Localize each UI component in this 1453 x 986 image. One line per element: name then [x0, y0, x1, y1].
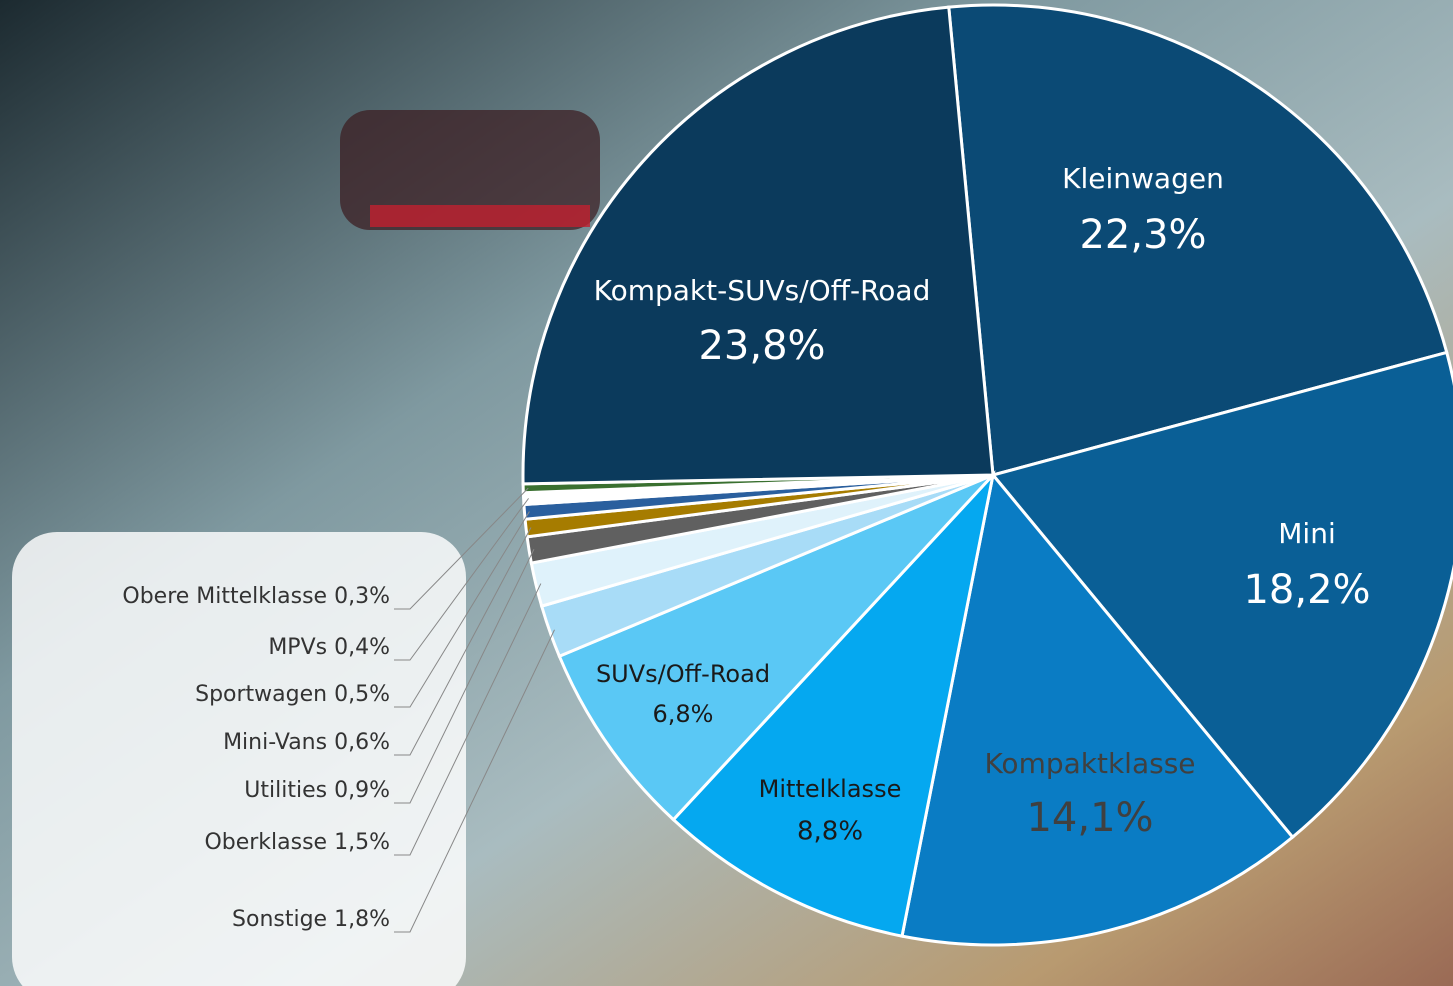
legend-label: Sonstige 1,8% — [232, 907, 390, 932]
leader-line — [394, 527, 532, 756]
tail-light — [340, 110, 600, 230]
pie-slice — [521, 5, 995, 486]
leader-line — [394, 548, 535, 804]
pie-slice — [557, 473, 995, 822]
legend-name: Obere Mittelklasse — [122, 584, 327, 609]
legend-name: Utilities — [244, 778, 327, 803]
legend-label: Oberklasse 1,5% — [204, 830, 390, 855]
legend-value: 0,9% — [334, 778, 390, 803]
legend-value: 0,6% — [334, 730, 390, 755]
legend-label: Sportwagen 0,5% — [195, 682, 390, 707]
slice-name: Mini — [1278, 517, 1335, 550]
pie-slice — [900, 471, 1295, 947]
legend-label: Mini-Vans 0,6% — [223, 730, 390, 755]
legend-label: MPVs 0,4% — [268, 635, 390, 660]
legend-label: Obere Mittelklasse 0,3% — [122, 584, 390, 609]
leader-line — [394, 629, 555, 933]
slice-value: 23,8% — [698, 323, 825, 369]
pie-slice — [990, 350, 1453, 840]
slice-name: Kleinwagen — [1062, 162, 1224, 195]
legend-name: Sportwagen — [195, 682, 327, 707]
slice-name: Kompaktklasse — [984, 747, 1195, 780]
slice-value: 8,8% — [797, 817, 863, 847]
leader-line — [394, 511, 530, 708]
slice-name: SUVs/Off-Road — [596, 660, 770, 688]
legend-box — [12, 532, 466, 986]
slice-value: 14,1% — [1026, 795, 1153, 841]
legend-value: 0,5% — [334, 682, 390, 707]
slice-name: Mittelklasse — [759, 775, 902, 803]
legend-value: 1,5% — [334, 830, 390, 855]
slice-value: 22,3% — [1079, 212, 1206, 258]
legend-label: Utilities 0,9% — [244, 778, 390, 803]
leader-line — [394, 583, 542, 856]
legend-name: Sonstige — [232, 907, 327, 932]
slice-value: 18,2% — [1243, 567, 1370, 613]
legend-name: Mini-Vans — [223, 730, 327, 755]
tail-light-strip — [370, 205, 590, 227]
pie — [521, 3, 1453, 947]
legend-value: 1,8% — [334, 907, 390, 932]
pie-slice — [947, 3, 1449, 477]
labels: Kleinwagen 22,3% Mini 18,2% Kompaktklasse 14,… — [122, 162, 1371, 933]
legend-value: 0,3% — [334, 584, 390, 609]
leader-line — [394, 498, 529, 661]
slice-value: 6,8% — [653, 700, 714, 728]
pie-slice — [671, 470, 996, 938]
slice-name: Kompakt-SUVs/Off-Road — [594, 274, 931, 307]
legend-value: 0,4% — [334, 635, 390, 660]
leader-line — [394, 487, 529, 610]
legend-name: MPVs — [268, 635, 327, 660]
legend-name: Oberklasse — [204, 830, 327, 855]
